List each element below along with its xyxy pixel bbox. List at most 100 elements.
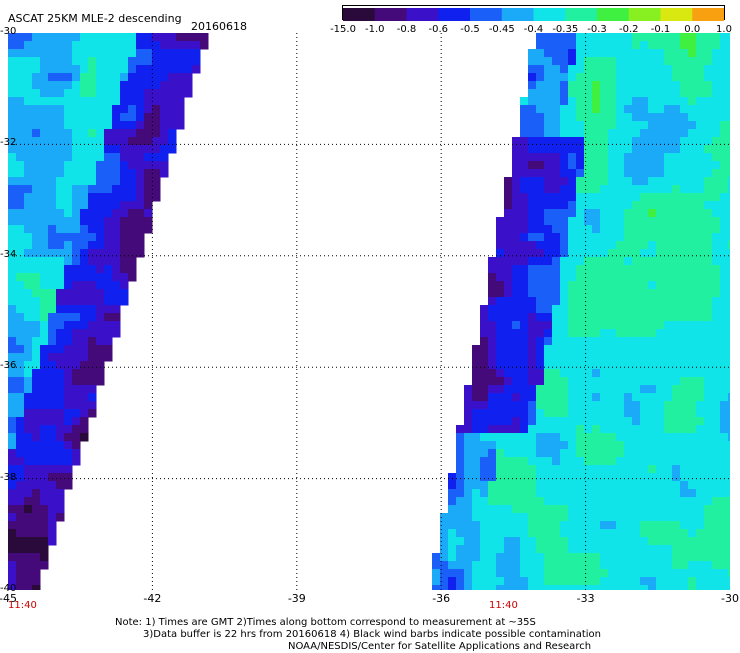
wind-cell bbox=[680, 433, 689, 442]
wind-cell bbox=[720, 209, 729, 218]
wind-cell bbox=[432, 577, 441, 586]
wind-cell bbox=[48, 521, 57, 530]
wind-cell bbox=[568, 153, 577, 162]
wind-cell bbox=[584, 561, 593, 570]
wind-cell bbox=[584, 297, 593, 306]
wind-cell bbox=[32, 49, 41, 58]
wind-cell bbox=[680, 169, 689, 178]
wind-cell bbox=[528, 161, 537, 170]
wind-cell bbox=[704, 449, 713, 458]
wind-cell bbox=[56, 233, 65, 242]
wind-cell bbox=[560, 273, 569, 282]
wind-cell bbox=[712, 121, 721, 130]
wind-cell bbox=[168, 89, 177, 98]
wind-cell bbox=[152, 193, 161, 202]
wind-cell bbox=[520, 497, 529, 506]
wind-cell bbox=[528, 401, 537, 410]
wind-cell bbox=[552, 169, 561, 178]
wind-cell bbox=[480, 585, 489, 590]
wind-cell bbox=[616, 241, 625, 250]
wind-cell bbox=[64, 153, 73, 162]
color-scale-label: -0.45 bbox=[488, 24, 515, 35]
wind-cell bbox=[472, 561, 481, 570]
wind-cell bbox=[64, 305, 73, 314]
wind-cell bbox=[152, 65, 161, 74]
wind-cell bbox=[728, 169, 730, 178]
wind-cell bbox=[632, 361, 641, 370]
wind-cell bbox=[528, 209, 537, 218]
wind-cell bbox=[672, 353, 681, 362]
wind-cell bbox=[632, 265, 641, 274]
wind-cell bbox=[704, 65, 713, 74]
wind-cell bbox=[48, 393, 57, 402]
wind-cell bbox=[560, 161, 569, 170]
wind-cell bbox=[616, 505, 625, 514]
wind-cell bbox=[8, 137, 17, 146]
wind-cell bbox=[16, 321, 25, 330]
wind-cell bbox=[528, 233, 537, 242]
wind-cell bbox=[568, 321, 577, 330]
wind-cell bbox=[496, 425, 505, 434]
wind-cell bbox=[8, 161, 17, 170]
wind-cell bbox=[488, 305, 497, 314]
wind-cell bbox=[96, 33, 105, 42]
wind-cell bbox=[472, 377, 481, 386]
wind-cell bbox=[672, 425, 681, 434]
wind-cell bbox=[56, 433, 65, 442]
wind-cell bbox=[592, 505, 601, 514]
wind-cell bbox=[72, 313, 81, 322]
wind-cell bbox=[480, 553, 489, 562]
wind-cell bbox=[472, 553, 481, 562]
wind-cell bbox=[696, 417, 705, 426]
wind-cell bbox=[624, 273, 633, 282]
wind-cell bbox=[616, 377, 625, 386]
wind-cell bbox=[680, 521, 689, 530]
wind-cell bbox=[728, 129, 730, 138]
wind-cell bbox=[520, 569, 529, 578]
wind-cell bbox=[504, 489, 513, 498]
wind-cell bbox=[8, 553, 17, 562]
wind-cell bbox=[88, 153, 97, 162]
wind-cell bbox=[120, 73, 129, 82]
wind-cell bbox=[536, 449, 545, 458]
wind-cell bbox=[512, 361, 521, 370]
wind-cell bbox=[16, 401, 25, 410]
wind-cell bbox=[448, 561, 457, 570]
wind-cell bbox=[624, 145, 633, 154]
wind-cell bbox=[464, 417, 473, 426]
wind-cell bbox=[80, 65, 89, 74]
wind-cell bbox=[712, 161, 721, 170]
wind-cell bbox=[664, 217, 673, 226]
wind-cell bbox=[600, 345, 609, 354]
wind-cell bbox=[528, 449, 537, 458]
wind-cell bbox=[32, 353, 41, 362]
wind-cell bbox=[584, 97, 593, 106]
wind-cell bbox=[528, 393, 537, 402]
wind-cell bbox=[480, 345, 489, 354]
wind-cell bbox=[560, 177, 569, 186]
wind-cell bbox=[624, 217, 633, 226]
wind-cell bbox=[576, 401, 585, 410]
wind-cell bbox=[552, 153, 561, 162]
wind-cell bbox=[624, 97, 633, 106]
wind-cell bbox=[24, 377, 33, 386]
wind-cell bbox=[624, 401, 633, 410]
wind-cell bbox=[576, 417, 585, 426]
wind-cell bbox=[672, 489, 681, 498]
wind-cell bbox=[648, 65, 657, 74]
wind-cell bbox=[504, 209, 513, 218]
wind-cell bbox=[624, 185, 633, 194]
wind-cell bbox=[48, 481, 57, 490]
wind-cell bbox=[664, 137, 673, 146]
wind-cell bbox=[32, 489, 41, 498]
wind-cell bbox=[560, 217, 569, 226]
wind-cell bbox=[544, 417, 553, 426]
wind-cell bbox=[664, 153, 673, 162]
wind-cell bbox=[704, 161, 713, 170]
wind-cell bbox=[488, 425, 497, 434]
wind-cell bbox=[64, 105, 73, 114]
wind-cell bbox=[88, 177, 97, 186]
wind-cell bbox=[600, 297, 609, 306]
wind-cell bbox=[64, 425, 73, 434]
wind-cell bbox=[488, 369, 497, 378]
